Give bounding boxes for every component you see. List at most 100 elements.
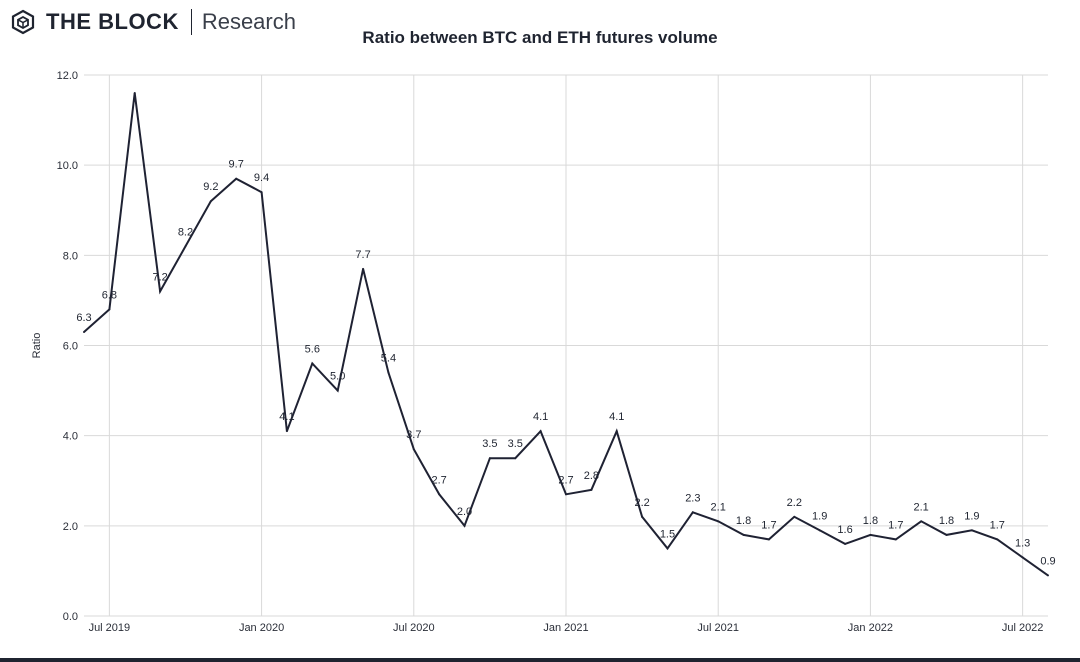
data-point: [108, 308, 111, 311]
data-point: [945, 533, 948, 536]
data-label: 1.5: [660, 528, 675, 540]
data-label: 4.1: [609, 411, 624, 423]
data-point: [767, 538, 770, 541]
data-label: 9.2: [203, 181, 218, 193]
y-tick-label: 10.0: [57, 160, 78, 172]
data-point: [488, 457, 491, 460]
data-point: [615, 430, 618, 433]
data-point: [159, 290, 162, 293]
data-label: 2.3: [685, 492, 700, 504]
data-label: 3.7: [406, 429, 421, 441]
data-label: 6.8: [102, 289, 117, 301]
data-point: [565, 493, 567, 496]
data-point: [691, 511, 694, 514]
data-point: [463, 524, 466, 527]
data-label: 9.7: [229, 159, 244, 171]
data-point: [133, 92, 136, 95]
data-point: [412, 448, 415, 451]
y-tick-label: 8.0: [63, 250, 78, 262]
x-tick-label: Jan 2020: [239, 622, 284, 634]
data-point: [894, 538, 897, 541]
data-point: [1047, 574, 1049, 577]
data-label: 1.7: [990, 519, 1005, 531]
data-label: 4.1: [533, 411, 548, 423]
data-label: 2.7: [432, 474, 447, 486]
y-tick-label: 0.0: [63, 611, 78, 623]
data-point: [209, 200, 212, 203]
chart-title: Ratio between BTC and ETH futures volume: [362, 28, 718, 47]
data-point: [844, 542, 847, 545]
data-point: [362, 267, 365, 270]
data-point: [666, 547, 669, 550]
data-point: [311, 362, 314, 365]
data-label: 5.6: [305, 344, 320, 356]
data-label: 7.2: [152, 271, 167, 283]
data-point: [970, 529, 973, 532]
data-label: 1.3: [1015, 537, 1030, 549]
data-label: 1.9: [812, 510, 827, 522]
x-tick-label: Jan 2021: [543, 622, 588, 634]
data-label: 3.5: [508, 438, 523, 450]
data-label: 2.2: [787, 497, 802, 509]
data-label: 5.4: [381, 353, 396, 365]
data-label: 2.7: [558, 474, 573, 486]
brand-separator: [190, 9, 192, 35]
x-tick-label: Jul 2019: [89, 622, 131, 634]
brand-subtitle: Research: [201, 9, 296, 34]
data-point: [260, 191, 263, 194]
data-label: 1.6: [837, 524, 852, 536]
data-point: [996, 538, 999, 541]
y-tick-label: 12.0: [57, 70, 78, 82]
data-label: 0.9: [1040, 555, 1055, 567]
data-point: [1021, 556, 1024, 559]
data-point: [869, 533, 872, 536]
data-label: 2.2: [634, 497, 649, 509]
y-axis-title: Ratio: [31, 333, 43, 359]
data-point: [641, 515, 644, 518]
data-label: 4.1: [279, 411, 294, 423]
data-label: 6.3: [76, 312, 91, 324]
x-tick-label: Jul 2021: [697, 622, 739, 634]
y-tick-label: 4.0: [63, 431, 78, 443]
data-label: 1.8: [863, 515, 878, 527]
y-tick-label: 6.0: [63, 341, 78, 353]
data-point: [438, 493, 441, 496]
bottom-rule: [0, 658, 1080, 662]
data-label: 1.7: [888, 519, 903, 531]
data-label: 2.8: [584, 470, 599, 482]
data-label: 1.9: [964, 510, 979, 522]
data-label: 7.7: [355, 249, 370, 261]
data-point: [717, 520, 720, 523]
data-point: [83, 330, 85, 333]
data-label: 8.2: [178, 226, 193, 238]
x-tick-label: Jan 2022: [848, 622, 893, 634]
y-tick-label: 2.0: [63, 521, 78, 533]
data-point: [235, 177, 238, 180]
data-label: 2.1: [711, 501, 726, 513]
data-point: [793, 515, 796, 518]
data-point: [184, 245, 187, 248]
brand-name: THE BLOCK: [46, 9, 179, 34]
data-point: [818, 529, 821, 532]
data-label: 1.8: [736, 515, 751, 527]
brand: THE BLOCK Research: [10, 6, 296, 38]
data-label: 1.8: [939, 515, 954, 527]
data-point: [514, 457, 517, 460]
data-point: [285, 430, 288, 433]
data-point: [590, 488, 593, 491]
data-label: 2.1: [914, 501, 929, 513]
data-label: 3.5: [482, 438, 497, 450]
x-tick-label: Jul 2022: [1002, 622, 1044, 634]
data-point: [742, 533, 745, 536]
data-point: [387, 371, 390, 374]
data-point: [336, 389, 339, 392]
data-label: 1.7: [761, 519, 776, 531]
cube-logo-icon: [11, 9, 35, 35]
data-label: 9.4: [254, 172, 269, 184]
data-label: 2.0: [457, 506, 472, 518]
data-point: [920, 520, 923, 523]
x-tick-label: Jul 2020: [393, 622, 435, 634]
data-point: [539, 430, 542, 433]
data-label: 5.0: [330, 371, 345, 383]
